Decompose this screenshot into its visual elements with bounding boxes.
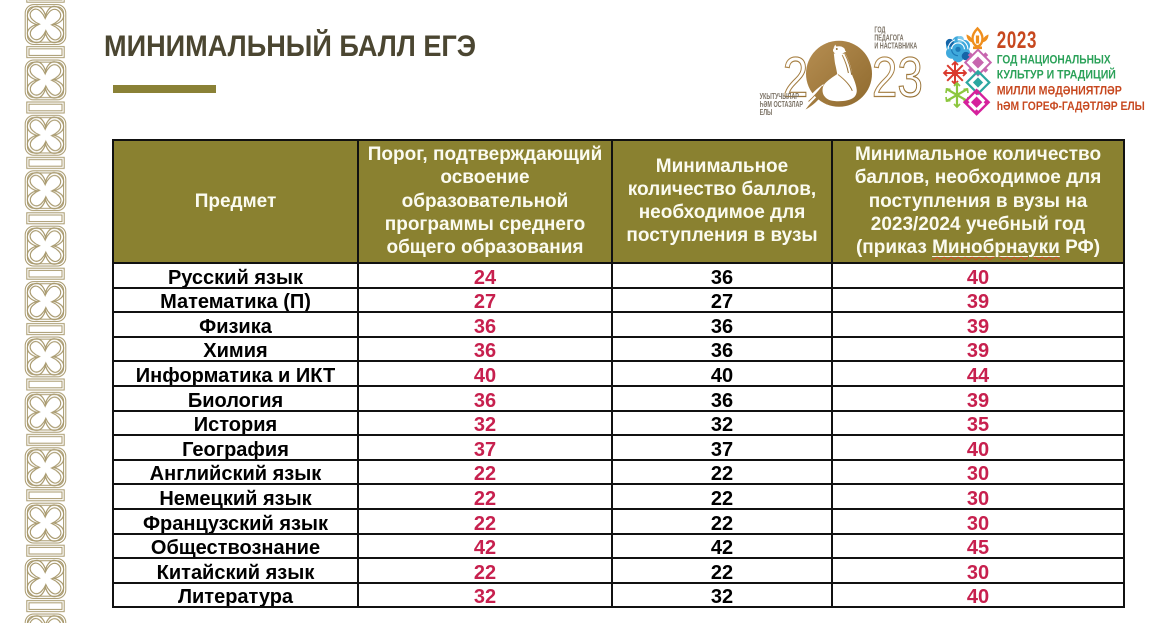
svg-text:ГОД: ГОД — [874, 26, 885, 34]
svg-text:2: 2 — [783, 45, 808, 109]
svg-text:ГОД НАЦИОНАЛЬНЫХ: ГОД НАЦИОНАЛЬНЫХ — [997, 54, 1112, 67]
svg-text:МИЛЛИ МӘДӘНИЯТЛӘР: МИЛЛИ МӘДӘНИЯТЛӘР — [997, 85, 1123, 98]
svg-text:ЕЛЫ: ЕЛЫ — [760, 109, 773, 117]
svg-text:ҺӘМ ОСТАЗЛАР: ҺӘМ ОСТАЗЛАР — [760, 101, 804, 109]
svg-text:23: 23 — [872, 45, 923, 109]
svg-text:ПЕДАГОГА: ПЕДАГОГА — [874, 34, 903, 42]
svg-text:УКЫТУЧЫЛАР: УКЫТУЧЫЛАР — [760, 93, 800, 101]
svg-text:һӘМ ГОРЕФ-ГАДӘТЛӘР ЕЛЫ: һӘМ ГОРЕФ-ГАДӘТЛӘР ЕЛЫ — [997, 100, 1145, 113]
svg-text:КУЛЬТУР И ТРАДИЦИЙ: КУЛЬТУР И ТРАДИЦИЙ — [997, 68, 1116, 82]
svg-text:И НАСТАВНИКА: И НАСТАВНИКА — [874, 43, 917, 51]
svg-text:2023: 2023 — [997, 27, 1037, 54]
